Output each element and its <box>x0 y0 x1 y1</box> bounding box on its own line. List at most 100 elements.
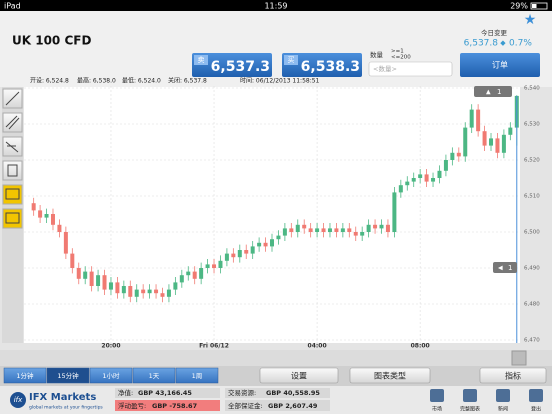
timeframe-button[interactable] <box>89 367 133 384</box>
candle-body <box>308 228 313 232</box>
timeframe-button[interactable] <box>46 367 90 384</box>
equity-row <box>115 388 220 398</box>
scroll-up-badge[interactable] <box>474 86 512 97</box>
candle-body <box>192 271 197 279</box>
candle-body <box>141 289 146 294</box>
favorite-star[interactable]: ★ <box>524 12 537 28</box>
candle-body <box>340 228 345 232</box>
candle-body <box>295 224 300 232</box>
candle-body <box>102 275 107 290</box>
timeframe-label: 1小时 <box>102 371 120 380</box>
candle-body <box>263 242 268 247</box>
indicators-label: 指标 <box>505 371 521 381</box>
timeframe-button[interactable] <box>132 367 176 384</box>
candle-body <box>450 152 455 160</box>
x-tick-label: Fri 06/12 <box>199 343 229 350</box>
candle-body <box>315 228 320 232</box>
buy-button[interactable] <box>282 53 362 77</box>
candle-body <box>38 210 43 218</box>
equity-label: 净值: <box>118 388 133 397</box>
drawing-tools <box>2 88 23 229</box>
candle-body <box>44 214 49 218</box>
badge-right: 1 <box>508 264 512 272</box>
candle-body <box>147 289 152 294</box>
candle-body <box>76 268 81 279</box>
tool-channel[interactable] <box>2 112 23 133</box>
timeframe-button[interactable] <box>175 367 219 384</box>
candle-body <box>469 109 474 128</box>
candle-body <box>418 174 423 178</box>
indicators-button[interactable] <box>479 367 547 384</box>
candle-body <box>154 289 159 294</box>
nav-icon[interactable] <box>529 389 543 402</box>
candle-body <box>134 289 139 297</box>
brand-mark: ifx <box>14 396 23 404</box>
candle-body <box>186 271 191 276</box>
sell-price: 6,537.3 <box>211 59 270 75</box>
candle-body <box>270 239 274 247</box>
scroll-right-badge[interactable] <box>493 262 517 273</box>
info-high: 最高: 6,538.0 <box>77 77 116 85</box>
x-tick-label: 04:00 <box>308 343 327 350</box>
sell-button[interactable] <box>192 53 272 77</box>
settings-button[interactable] <box>259 367 339 384</box>
nav-icon[interactable] <box>463 389 477 402</box>
quantity-min: >=1 <box>391 49 404 55</box>
quantity-placeholder: <数量> <box>373 64 397 73</box>
margin-value: GBP 2,607.49 <box>268 402 318 410</box>
candle-body <box>392 192 397 232</box>
resources-value: GBP 40,558.95 <box>266 389 320 397</box>
scroller-thumb[interactable] <box>511 350 527 366</box>
nav-icon[interactable] <box>496 389 510 402</box>
candle-body <box>218 260 223 268</box>
settings-label: 设置 <box>291 371 307 381</box>
candle-body <box>424 174 429 182</box>
candle-body <box>257 242 262 247</box>
buy-label: 买 <box>288 56 295 64</box>
candle-body <box>463 127 468 157</box>
sell-label: 卖 <box>198 56 205 64</box>
chart-type-button[interactable] <box>349 367 431 384</box>
change-icon: ◆ <box>500 39 506 47</box>
brand-name: IFX Markets <box>29 392 96 403</box>
scroller[interactable] <box>0 350 552 366</box>
order-button[interactable] <box>460 53 540 77</box>
candle-body <box>231 253 236 258</box>
candle-body <box>205 264 210 268</box>
tool-delete[interactable] <box>2 160 23 181</box>
timeframe-button[interactable] <box>3 367 47 384</box>
quantity-max: <=200 <box>391 55 411 61</box>
y-tick-label: 6,500 <box>524 230 540 236</box>
candle-body <box>179 275 184 283</box>
nav-icon[interactable] <box>430 389 444 402</box>
candle-body <box>482 131 487 146</box>
candle-body <box>302 224 307 229</box>
candle-body <box>495 138 500 153</box>
change-title: 今日变更 <box>481 28 508 37</box>
chart-type-label: 图表类型 <box>374 371 406 381</box>
chart: 6,470 6,480 6,490 6,500 6,510 6,520 6,530 6,540… <box>24 86 540 350</box>
y-tick-label: 6,480 <box>524 302 540 308</box>
nav-label: 登出 <box>531 406 541 413</box>
candle-body <box>121 286 126 294</box>
instrument-name: UK 100 CFD <box>12 34 91 48</box>
candle-body <box>108 282 113 290</box>
candle-body <box>360 232 365 236</box>
candle-body <box>250 246 255 254</box>
clock: 11:59 <box>264 2 287 11</box>
candle-body <box>334 228 339 232</box>
margin-label: 全部保证金: <box>228 401 263 410</box>
y-tick-label: 6,490 <box>524 266 540 272</box>
y-tick-label: 6,510 <box>524 194 540 200</box>
change-pct: 0.7% <box>509 39 532 49</box>
timeframe-label: 1分钟 <box>16 371 34 380</box>
info-time: 时间: 06/12/2013 11:58:51 <box>240 77 320 85</box>
timeframe-label: 1天 <box>149 372 160 380</box>
quantity-input[interactable] <box>368 61 453 77</box>
candle-body <box>282 228 287 236</box>
candle-body <box>321 228 326 232</box>
candle-body <box>353 232 358 236</box>
candle-body <box>347 228 352 232</box>
